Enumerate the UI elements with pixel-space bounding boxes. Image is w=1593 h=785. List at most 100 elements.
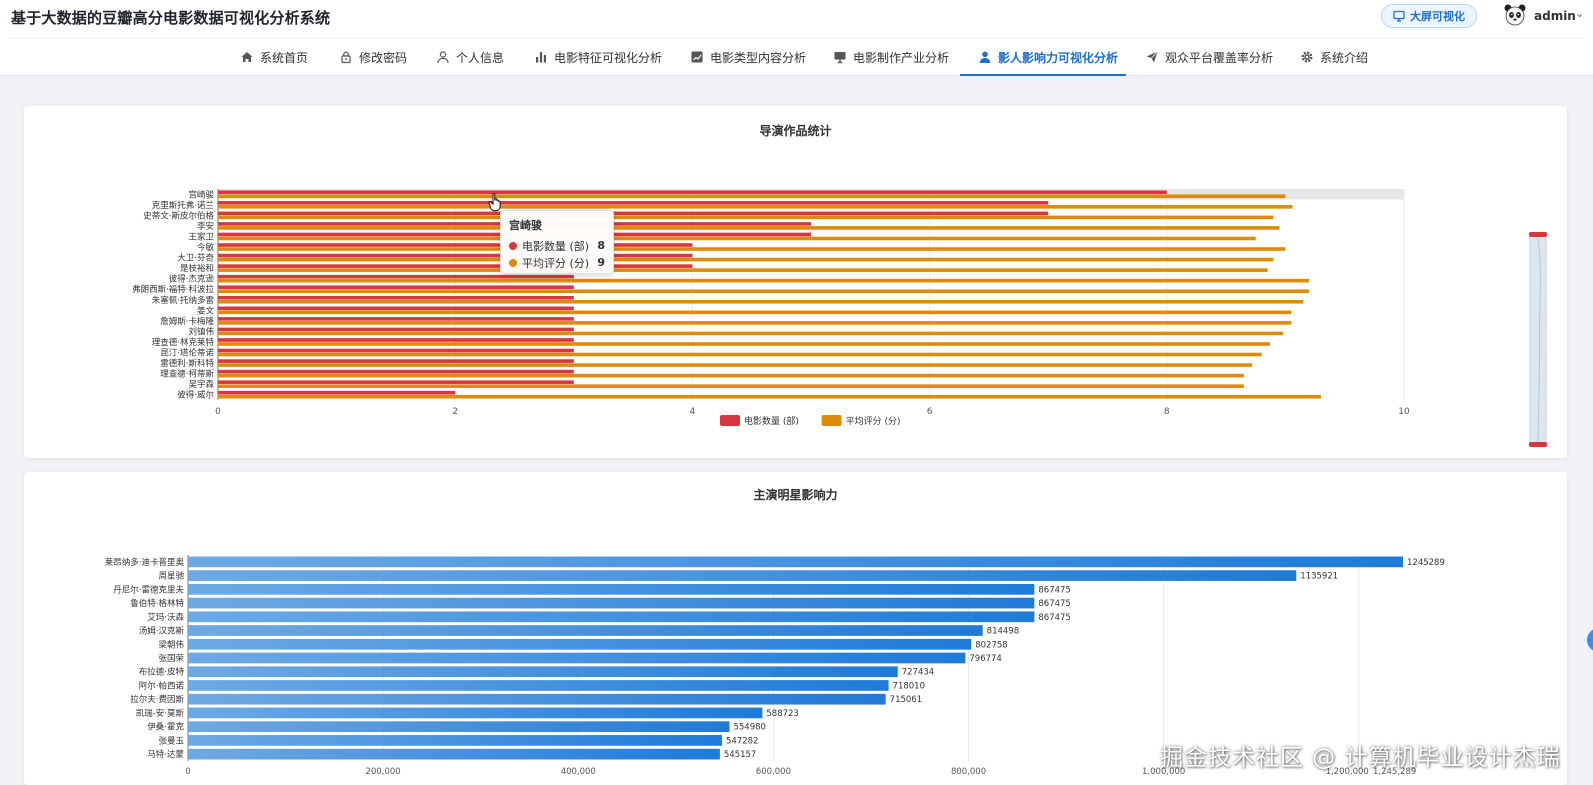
avg-rating-bar[interactable] <box>218 289 1310 294</box>
movie-count-bar[interactable] <box>218 264 693 268</box>
movie-count-bar[interactable] <box>218 359 574 363</box>
side-drawer-handle[interactable] <box>1587 628 1593 652</box>
avg-rating-bar[interactable] <box>218 342 1270 346</box>
hand-cursor-icon <box>488 193 501 212</box>
avatar[interactable] <box>1503 3 1527 27</box>
movie-count-bar[interactable] <box>218 348 574 353</box>
legend-label[interactable]: 电影数量 (部) <box>744 415 799 427</box>
nav-label: 系统首页 <box>260 50 309 65</box>
movie-count-bar[interactable] <box>218 201 1049 205</box>
movie-count-bar[interactable] <box>218 253 693 258</box>
y-tick-label: 彼得·威尔 <box>177 390 214 401</box>
avg-rating-bar[interactable] <box>218 373 1244 378</box>
legend-swatch[interactable] <box>720 415 740 426</box>
watermark: 掘金技术社区 @ 计算机毕业设计杰瑞 <box>1160 745 1561 771</box>
movie-count-bar[interactable] <box>218 380 574 384</box>
send-icon <box>1146 51 1158 63</box>
nav-label: 影人影响力可视化分析 <box>998 50 1119 65</box>
avg-rating-bar[interactable] <box>218 247 1286 251</box>
y-tick-label: 雷德利·斯科特 <box>160 358 214 369</box>
tooltip-label: 电影数量 (部) <box>522 239 590 253</box>
movie-count-bar[interactable] <box>218 211 1049 216</box>
nav-item-genre-content[interactable]: 电影类型内容分析 <box>690 38 806 76</box>
avg-rating-bar[interactable] <box>218 363 1253 367</box>
avg-rating-bar[interactable] <box>218 215 1274 220</box>
nav-item-change-password[interactable]: 修改密码 <box>339 38 407 76</box>
monitor-icon <box>834 52 846 64</box>
tooltip-value: 8 <box>597 239 605 252</box>
movie-count-bar[interactable] <box>218 338 574 342</box>
legend-swatch[interactable] <box>821 415 842 426</box>
bigscreen-label: 大屏可视化 <box>1410 10 1465 23</box>
avg-rating-bar[interactable] <box>218 236 1256 241</box>
y-tick-label: 昆汀·塔伦蒂诺 <box>160 348 214 359</box>
nav-item-home[interactable]: 系统首页 <box>240 38 308 76</box>
avg-rating-bar[interactable] <box>218 310 1292 315</box>
movie-count-bar[interactable] <box>218 327 574 332</box>
y-tick-label: 大卫·芬奇 <box>177 253 214 264</box>
y-tick-label: 今敏 <box>197 242 215 253</box>
nav-item-system-intro[interactable]: 系统介绍 <box>1300 38 1368 76</box>
x-tick-label: 4 <box>690 407 696 417</box>
avg-rating-bar[interactable] <box>218 331 1284 336</box>
avg-rating-bar[interactable] <box>218 278 1310 283</box>
y-tick-label: 王家卫 <box>188 231 214 242</box>
datazoom-top-handle[interactable] <box>1529 232 1547 237</box>
avg-rating-bar[interactable] <box>218 194 1286 199</box>
nav-item-people-influence[interactable]: 影人影响力可视化分析 <box>978 38 1118 76</box>
tooltip-title: 宫崎骏 <box>509 219 542 232</box>
datazoom-bottom-handle[interactable] <box>1529 442 1547 447</box>
line-chart-icon <box>691 51 703 63</box>
nav-item-audience-platform[interactable]: 观众平台覆盖率分析 <box>1145 38 1273 76</box>
avg-rating-bar[interactable] <box>218 257 1274 262</box>
movie-count-bar[interactable] <box>218 295 574 300</box>
avg-rating-bar[interactable] <box>218 226 1280 230</box>
user-name[interactable]: admin <box>1534 9 1576 23</box>
datazoom-slider[interactable] <box>1528 232 1548 447</box>
tooltip-row: 平均评分 (分) 9 <box>509 254 605 271</box>
nav-label: 电影类型内容分析 <box>710 50 807 65</box>
bigscreen-button[interactable]: 大屏可视化 <box>1381 4 1477 28</box>
x-tick-label: 8 <box>1164 407 1170 417</box>
y-tick-label: 姜文 <box>197 305 215 316</box>
movie-count-bar[interactable] <box>218 274 574 279</box>
y-tick-label: 李安 <box>197 221 214 232</box>
legend-label[interactable]: 平均评分 (分) <box>846 415 901 427</box>
avg-rating-bar[interactable] <box>218 299 1304 304</box>
movie-count-bar[interactable] <box>218 285 574 290</box>
avg-rating-bar[interactable] <box>218 205 1293 209</box>
movie-count-bar[interactable] <box>218 390 456 395</box>
series-dot-icon <box>509 258 517 267</box>
y-tick-label: 克里斯托弗·诺兰 <box>152 200 214 211</box>
nav-divider <box>10 38 1583 39</box>
monitor-icon <box>1393 10 1405 22</box>
avg-rating-bar[interactable] <box>218 384 1244 388</box>
person-icon <box>979 51 991 63</box>
gear-icon <box>1301 51 1313 63</box>
movie-count-bar[interactable] <box>218 243 693 247</box>
avg-rating-bar[interactable] <box>218 321 1292 325</box>
avg-rating-bar[interactable] <box>218 268 1268 272</box>
movie-count-bar[interactable] <box>218 317 574 321</box>
nav-label: 系统介绍 <box>1320 50 1369 65</box>
avg-rating-bar[interactable] <box>218 352 1262 357</box>
nav-item-profile[interactable]: 个人信息 <box>436 38 504 76</box>
y-tick-label: 理查德·林克莱特 <box>152 337 215 348</box>
x-tick-label: 10 <box>1398 407 1410 417</box>
movie-count-bar[interactable] <box>218 369 574 374</box>
nav-item-production-industry[interactable]: 电影制作产业分析 <box>833 38 949 76</box>
bar-chart-icon <box>536 52 546 63</box>
chart-title: 导演作品统计 <box>759 124 832 138</box>
avg-rating-bar[interactable] <box>218 394 1321 399</box>
chevron-down-icon[interactable]: ⌄ <box>1575 7 1585 20</box>
nav-item-movie-features[interactable]: 电影特征可视化分析 <box>534 38 662 76</box>
active-tab-indicator <box>960 74 1126 76</box>
nav-label: 观众平台覆盖率分析 <box>1165 50 1274 65</box>
y-tick-label: 是枝裕和 <box>180 263 214 274</box>
y-tick-label: 史蒂文·斯皮尔伯格 <box>143 210 214 221</box>
movie-count-bar[interactable] <box>218 306 574 311</box>
x-tick-label: 0 <box>215 407 221 417</box>
movie-count-bar[interactable] <box>218 190 1167 195</box>
chart-title: 主演明星影响力 <box>753 488 838 502</box>
y-tick-label: 朱塞佩·托纳多雷 <box>152 295 214 306</box>
